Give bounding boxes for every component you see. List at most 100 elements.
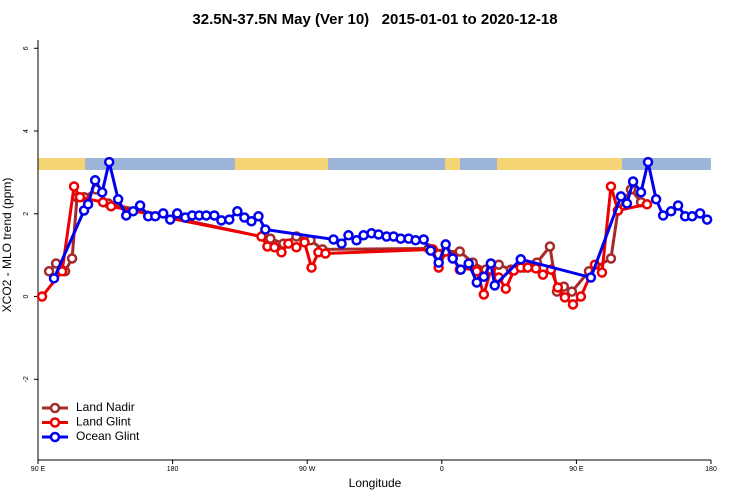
data-point xyxy=(701,214,713,225)
data-point xyxy=(306,262,317,273)
data-point xyxy=(471,277,483,288)
data-point xyxy=(373,229,384,240)
data-point xyxy=(96,187,108,198)
data-point xyxy=(201,210,212,221)
x-tick-label: 180 xyxy=(167,466,179,473)
data-point xyxy=(66,253,78,264)
data-point xyxy=(269,242,280,253)
data-point xyxy=(559,292,571,303)
data-point xyxy=(493,259,505,270)
x-axis-label: Longitude xyxy=(349,476,402,490)
data-point xyxy=(433,257,444,268)
data-point xyxy=(605,253,617,264)
data-point xyxy=(642,156,654,168)
data-point xyxy=(299,237,310,248)
data-point xyxy=(105,201,117,212)
data-point xyxy=(171,208,183,219)
y-axis-label: XCO2 - MLO trend (ppm) xyxy=(0,178,14,313)
x-tick-label: 90 E xyxy=(569,466,584,473)
y-tick-label: 4 xyxy=(23,129,30,133)
data-point xyxy=(97,196,109,208)
data-point xyxy=(694,208,706,219)
data-point xyxy=(291,242,302,253)
data-point xyxy=(410,235,421,246)
data-point xyxy=(575,291,587,302)
legend-label: Land Glint xyxy=(76,415,131,429)
data-point xyxy=(544,241,556,252)
chart-title: 32.5N-37.5N May (Ver 10) 2015-01-01 to 2… xyxy=(192,11,557,28)
data-point xyxy=(157,208,169,219)
data-point xyxy=(283,238,294,249)
data-point xyxy=(641,199,653,210)
data-point xyxy=(209,210,220,221)
y-tick-label: -2 xyxy=(23,376,30,382)
y-tick-label: 2 xyxy=(23,212,30,216)
data-point xyxy=(500,283,512,294)
data-point xyxy=(336,238,347,249)
data-point xyxy=(82,199,94,210)
legend-label: Ocean Glint xyxy=(76,429,140,443)
data-point xyxy=(253,211,264,222)
data-point xyxy=(320,248,331,259)
legend-marker xyxy=(49,431,61,443)
data-point xyxy=(127,206,139,217)
data-point xyxy=(260,224,271,235)
data-point xyxy=(621,198,633,209)
data-point xyxy=(665,206,677,217)
y-tick-label: 6 xyxy=(23,46,30,50)
data-point xyxy=(36,291,48,302)
data-point xyxy=(134,200,146,211)
data-point xyxy=(657,210,669,221)
data-point xyxy=(43,266,55,277)
legend-marker xyxy=(49,402,61,414)
data-point xyxy=(454,246,465,257)
data-point xyxy=(164,214,176,225)
data-point xyxy=(447,253,458,264)
data-point xyxy=(328,234,339,245)
data-point xyxy=(440,239,451,250)
legend-label: Land Nadir xyxy=(76,400,135,414)
legend-marker xyxy=(49,417,61,428)
x-tick-label: 90 W xyxy=(299,466,316,473)
data-point xyxy=(537,269,549,280)
data-point xyxy=(605,181,617,192)
data-point xyxy=(112,194,124,205)
data-point xyxy=(463,258,474,269)
data-point xyxy=(276,247,287,258)
data-point xyxy=(596,267,608,278)
data-point xyxy=(103,156,115,168)
x-tick-label: 180 xyxy=(705,466,717,473)
data-point xyxy=(224,214,235,225)
data-point xyxy=(485,258,497,269)
data-point xyxy=(672,200,684,211)
data-point xyxy=(89,175,101,186)
data-point xyxy=(489,280,500,291)
data-point xyxy=(585,272,597,283)
data-point xyxy=(615,191,627,202)
data-point xyxy=(566,286,578,297)
data-point xyxy=(418,234,429,245)
data-point xyxy=(74,191,86,203)
series-line xyxy=(52,161,709,289)
x-tick-label: 0 xyxy=(440,466,444,473)
x-tick-label: 90 E xyxy=(31,466,46,473)
surface-strip xyxy=(38,158,711,170)
data-point xyxy=(48,273,60,284)
data-point xyxy=(522,262,534,273)
data-point xyxy=(232,206,243,217)
data-point xyxy=(530,263,542,274)
data-point xyxy=(425,245,436,256)
data-point xyxy=(552,282,564,293)
data-point xyxy=(351,235,362,246)
data-point xyxy=(515,254,527,265)
data-point xyxy=(567,299,579,310)
data-point xyxy=(635,187,647,198)
data-point xyxy=(246,215,257,227)
data-point xyxy=(478,289,490,300)
data-point xyxy=(650,194,662,205)
data-point xyxy=(68,181,80,192)
data-point xyxy=(478,271,490,282)
data-point xyxy=(627,176,639,187)
data-point xyxy=(455,264,467,275)
